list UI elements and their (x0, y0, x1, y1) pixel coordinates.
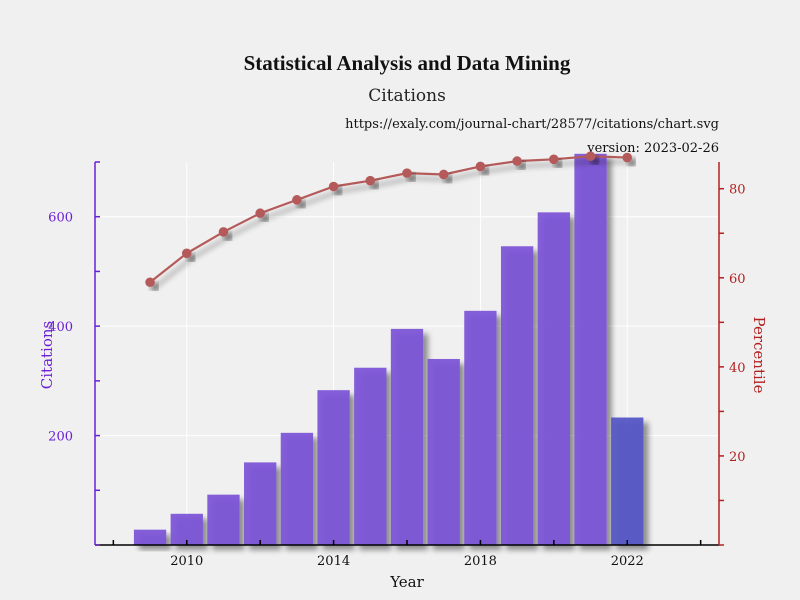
axes: 2010 2014 2018 2022 200 400 600 20 40 60 80 (48, 161, 746, 569)
y-axis-label-right: Percentile (750, 317, 768, 394)
percentile-point-2015 (365, 175, 376, 186)
bar-2014 (317, 390, 350, 545)
y-axis-label-left: Citations (38, 321, 56, 389)
chart-title: Statistical Analysis and Data Mining (244, 51, 571, 75)
bar-2018 (464, 310, 497, 545)
bar-2012 (244, 462, 277, 545)
bar-2013 (280, 432, 314, 545)
percentile-point-2013 (292, 195, 302, 205)
percentile-point-2022 (622, 152, 633, 163)
percentile-point-2009 (145, 277, 155, 288)
x-tick-label: 2010 (170, 554, 203, 569)
y-right-tick-label: 80 (729, 183, 746, 198)
percentile-point-2017 (438, 169, 449, 180)
x-tick-label: 2014 (317, 554, 350, 569)
bar-2011 (207, 494, 240, 545)
bar-2021 (574, 153, 607, 546)
percentile-point-2014 (328, 181, 339, 192)
bar-2019 (500, 246, 534, 545)
percentile-point-2021 (585, 151, 596, 162)
y-left-tick-label: 200 (48, 430, 73, 445)
bar-2016 (390, 328, 424, 545)
citation-bars (133, 153, 644, 546)
percentile-point-2010 (181, 248, 192, 259)
x-tick-label: 2018 (464, 554, 497, 569)
bar-2017 (427, 358, 460, 545)
percentile-point-2018 (475, 161, 486, 172)
y-left-tick-label: 600 (48, 211, 73, 226)
bar-2022 (611, 417, 644, 545)
bar-2010 (170, 513, 203, 545)
bar-2020 (537, 212, 570, 545)
x-axis-label: Year (389, 573, 424, 591)
percentile-polyline (149, 155, 628, 284)
chart-subtitle: Citations (368, 86, 446, 106)
percentile-point-2016 (402, 168, 412, 178)
y-right-tick-label: 20 (729, 450, 746, 465)
y-right-tick-label: 60 (729, 272, 746, 287)
percentile-point-2019 (512, 156, 522, 166)
percentile-line (145, 151, 633, 288)
y-right-tick-label: 40 (729, 361, 746, 376)
percentile-point-2012 (255, 208, 265, 219)
source-url: https://exaly.com/journal-chart/28577/ci… (345, 117, 719, 132)
x-tick-label: 2022 (611, 554, 644, 569)
percentile-point-2011 (218, 227, 229, 237)
version-label: version: 2023-02-26 (586, 141, 719, 156)
bar-2009 (133, 529, 167, 545)
y-left-tick-label: 400 (48, 320, 73, 335)
bar-2015 (354, 367, 387, 545)
percentile-point-2020 (549, 154, 559, 165)
